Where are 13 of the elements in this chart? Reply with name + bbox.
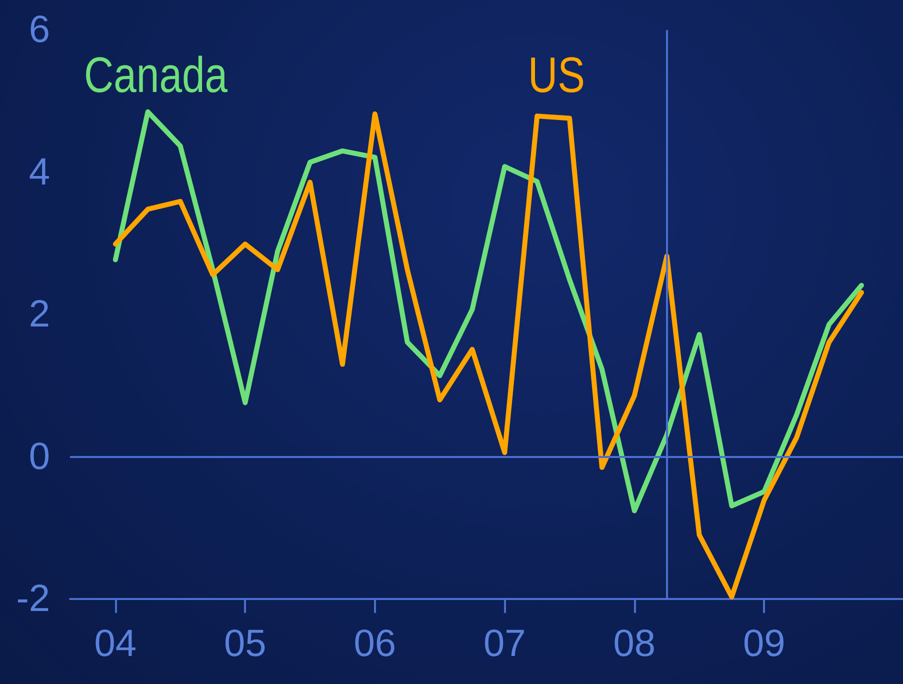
x-tick-label: 06 <box>354 623 396 665</box>
x-tick-label: 08 <box>613 623 656 665</box>
x-tick-label: 09 <box>743 623 786 665</box>
series-label: Canada <box>84 47 228 103</box>
y-tick-label: -2 <box>16 578 50 620</box>
x-tick-label: 05 <box>224 623 266 665</box>
x-tick-label: 07 <box>484 623 526 665</box>
y-tick-label: 6 <box>28 9 50 51</box>
y-tick-label: 4 <box>28 151 50 194</box>
x-tick-label: 04 <box>94 623 137 665</box>
series-label: US <box>528 47 585 103</box>
y-tick-label: 2 <box>28 294 50 336</box>
y-tick-label: 0 <box>28 436 50 478</box>
